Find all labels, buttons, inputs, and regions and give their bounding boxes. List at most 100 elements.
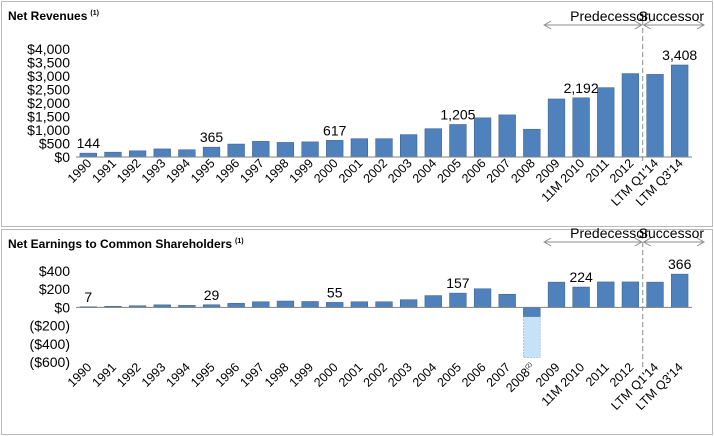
y-tick-label: $1,000 [27, 122, 70, 138]
category-label: 2002 [361, 156, 391, 186]
y-tick-label: $3,000 [27, 68, 70, 84]
category-label: 2011 [583, 360, 612, 389]
category-label: 2002 [361, 360, 391, 390]
category-label: 1992 [114, 156, 144, 186]
category-label: 2005 [434, 156, 464, 186]
category-label: 2006 [459, 156, 489, 186]
predecessor-label: Predecessor [570, 225, 649, 241]
data-label: 1,205 [440, 106, 475, 122]
bar [449, 292, 467, 308]
category-label: 1994 [163, 360, 193, 390]
bar [301, 141, 319, 158]
bar [621, 73, 640, 158]
net-revenues-chart: $0$500$1,000$1,500$2,000$2,500$3,000$3,5… [27, 8, 706, 209]
bar [252, 301, 270, 308]
category-label: 1992 [114, 360, 144, 390]
data-label: 3,408 [662, 47, 697, 63]
bar [104, 151, 122, 158]
predecessor-arrowhead-left [543, 20, 552, 30]
predecessor-label: Predecessor [570, 8, 649, 24]
bar [400, 134, 418, 158]
net-earnings-title: Net Earnings to Common Shareholders (1) [8, 237, 244, 251]
category-label: 1995 [188, 360, 218, 390]
net-earnings-chart: ($600) ($400) ($200) $0 $200 $400 7 29 55 157 224 3… [30, 225, 706, 413]
category-label: 2004 [410, 156, 440, 186]
data-label: 55 [327, 284, 343, 300]
data-label: 224 [569, 269, 593, 285]
y-tick-label: $0 [54, 299, 70, 315]
ghost-bar [523, 307, 541, 358]
y-tick-label: ($600) [30, 354, 70, 370]
bar [473, 117, 492, 158]
data-label: 366 [668, 256, 692, 272]
successor-arrowhead-right [696, 237, 706, 247]
category-label: 1991 [90, 156, 120, 186]
bar [597, 87, 615, 158]
bar [202, 146, 221, 158]
bar [326, 140, 344, 158]
bar [153, 148, 171, 158]
bar [79, 152, 97, 158]
category-label: 1993 [139, 156, 169, 186]
bar [547, 281, 566, 308]
bar [523, 307, 541, 317]
bar [424, 295, 442, 308]
category-label: 2008 [508, 156, 538, 186]
y-tick-label: $4,000 [27, 41, 70, 57]
category-label: 1997 [237, 156, 267, 186]
bar [276, 142, 295, 158]
category-label: 1999 [287, 156, 317, 186]
bar [547, 98, 566, 158]
category-label: 2006 [459, 360, 489, 390]
bar [646, 281, 664, 308]
bar [227, 143, 245, 158]
category-label: 2004 [410, 360, 440, 390]
bar [572, 97, 590, 158]
y-tick-label: $3,500 [27, 55, 70, 71]
category-label: 2000 [311, 156, 341, 186]
y-tick-label: ($200) [30, 318, 70, 334]
category-label: 1994 [163, 156, 193, 186]
category-label: 2011 [583, 156, 612, 185]
predecessor-arrowhead-right [634, 237, 643, 247]
y-tick-label: $500 [39, 136, 70, 152]
net-revenues-panel: Net Revenues (1) $0 $500 $1,000 $1,500 $2,000… [1, 1, 713, 227]
category-label: 1998 [262, 156, 292, 186]
category-label: 1996 [213, 156, 243, 186]
y-tick-label: $0 [54, 149, 70, 165]
bar [671, 64, 689, 158]
bar [498, 293, 516, 308]
successor-arrowhead-left [642, 237, 651, 247]
data-label: 144 [77, 135, 101, 151]
category-label: 1999 [287, 360, 317, 390]
data-label: 2,192 [564, 80, 599, 96]
data-label: 617 [323, 122, 347, 138]
category-label: 1996 [213, 360, 243, 390]
category-label: 1991 [90, 360, 120, 390]
category-label: 1998 [262, 360, 292, 390]
bar [128, 150, 147, 158]
bar [350, 138, 368, 158]
bar [671, 273, 689, 308]
bar [375, 138, 393, 158]
bar [424, 128, 442, 158]
y-tick-label: $2,500 [27, 82, 70, 98]
y-tick-label: $200 [39, 281, 70, 297]
net-earnings-panel: Net Earnings to Common Shareholders (1) (… [1, 225, 713, 435]
bar [646, 74, 664, 158]
category-label: 1995 [188, 156, 218, 186]
y-tick-label: $400 [39, 263, 70, 279]
bar [449, 124, 467, 158]
successor-arrowhead-left [642, 20, 651, 30]
predecessor-arrowhead-right [634, 20, 643, 30]
bar [473, 288, 492, 308]
successor-label: Successor [639, 225, 705, 241]
bar [375, 301, 393, 308]
category-label: 2001 [336, 156, 366, 186]
category-label: 2003 [385, 360, 415, 390]
bar [498, 114, 516, 158]
bar [400, 299, 418, 308]
bar [301, 301, 319, 308]
category-note: (2) [524, 362, 533, 371]
successor-label: Successor [639, 8, 705, 24]
